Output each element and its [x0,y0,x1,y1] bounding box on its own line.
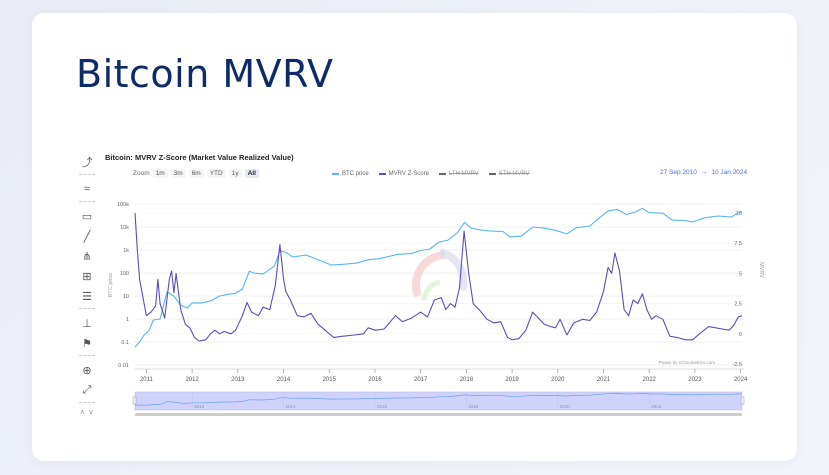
x-tick-label: 2014 [277,377,291,383]
toolbar-separator [79,308,95,309]
x-tick-label: 2024 [734,377,748,383]
range-button-all[interactable]: All [244,169,259,178]
x-tick-label: 2011 [140,377,154,383]
navigator-handle-left[interactable] [132,396,137,405]
navigator-handle-right[interactable] [740,396,745,405]
watermark-logo [411,251,446,298]
navigator-tick-label: 2018 [468,404,479,409]
fullscreen-icon[interactable]: ⤢ [82,383,92,396]
y-left-axis-label: BTC price [108,273,114,297]
legend-swatch-btc [332,173,339,175]
line-icon[interactable]: ╱ [83,230,91,243]
range-button-1y[interactable]: 1y [228,169,242,178]
navigator-tick-label: 2014 [286,404,297,409]
y-right-tick-label: -2.5 [733,362,742,368]
date-range: 27 Sep 2010 → 10 Jan 2024 [660,169,747,176]
x-tick-label: 2019 [505,377,519,383]
x-tick-label: 2017 [414,377,428,383]
indicator-icon[interactable]: ⤴ [81,157,93,169]
fibonacci-icon[interactable]: ☰ [82,290,92,303]
y-right-tick-label: 5 [739,271,742,277]
y-left-tick-label: 0.01 [118,363,129,369]
y-left-tick-label: 10k [120,225,129,231]
legend-label: LTH MVRV [448,171,479,177]
legend-swatch-lth [438,173,446,175]
x-tick-label: 2016 [368,377,382,383]
scroll-up-icon[interactable]: ˄ [80,408,85,417]
watermark-logo [438,248,468,292]
scroll-down-icon[interactable]: ˅ [88,408,94,417]
navigator-tick-label: 2016 [377,404,388,409]
compare-icon[interactable]: ≈ [83,183,91,195]
zoom-icon[interactable]: ⊕ [82,364,92,377]
x-tick-label: 2023 [688,377,702,383]
toolbar-separator [79,201,95,202]
legend-label: MVRV Z-Score [388,171,429,177]
watermark-logo [421,279,441,301]
legend-label: STH MVRV [498,171,530,177]
legend-sth-mvrv[interactable]: STH MVRV [488,171,530,177]
chart-legend: BTC price MVRV Z-Score LTH MVRV STH MVRV [332,171,530,177]
y-right-tick-label: 2.5 [734,302,742,308]
navigator-tick-label: 2012 [194,404,205,409]
y-left-tick-label: 0.1 [121,340,129,346]
date-arrow: → [700,169,708,176]
page-title: Bitcoin MVRV [76,52,334,96]
series-btc-price [134,207,743,348]
x-tick-label: 2015 [323,377,337,383]
date-from-input[interactable]: 27 Sep 2010 [660,169,697,176]
navigator-scrollbar[interactable] [135,413,742,416]
annotation-icon[interactable]: ▭ [81,210,93,223]
legend-lth-mvrv[interactable]: LTH MVRV [438,171,479,177]
chart-title: Bitcoin: MVRV Z-Score (Market Value Real… [105,153,294,162]
y-left-tick-label: 1k [123,248,129,254]
legend-label: BTC price [342,171,369,177]
x-tick-label: 2013 [231,377,245,383]
legend-mvrv-z[interactable]: MVRV Z-Score [378,171,429,177]
zoom-label: Zoom [133,170,150,177]
navigator-tick-label: 2022 [651,404,662,409]
range-button-1m[interactable]: 1m [152,169,168,178]
y-left-tick-label: 100k [117,202,129,208]
range-button-6m[interactable]: 6m [188,169,204,178]
y-right-tick-label: 0 [739,332,742,338]
legend-swatch-mvrv [378,173,386,175]
series-mvrv-z-score [134,212,743,342]
range-selector: Zoom 1m 3m 6m YTD 1y All [133,169,259,178]
navigator-series [135,393,743,406]
chart-toolbar: ⤴ ≈ ▭ ╱ ⋔ ⊞ ☰ ⊥ ⚑ ⊕ ⤢ ˄ ˅ [78,153,98,417]
x-tick-label: 2012 [185,377,199,383]
y-right-tick-label: 7.5 [734,241,742,247]
legend-swatch-sth [488,173,496,175]
toolbar-separator [79,174,95,175]
y-left-tick-label: 100 [120,271,129,277]
y-right-tick-label: 10 [736,211,742,217]
range-button-ytd[interactable]: YTD [206,169,226,178]
x-tick-label: 2020 [551,377,565,383]
toolbar-separator [79,402,95,403]
flag-icon[interactable]: ⚑ [82,337,92,350]
y-left-tick-label: 10 [123,294,129,300]
vertical-line-icon[interactable]: ⊥ [82,317,92,330]
y-left-tick-label: 1 [126,317,129,323]
x-tick-label: 2021 [597,377,611,383]
toolbar-separator [79,355,95,356]
x-tick-label: 2018 [460,377,474,383]
content-card [32,13,797,461]
chart-credits: Power by GGeometrics.com [659,360,716,365]
legend-btc-price[interactable]: BTC price [332,171,369,177]
date-to-input[interactable]: 10 Jan 2024 [711,169,748,176]
x-tick-label: 2022 [643,377,657,383]
pitchfork-icon[interactable]: ⋔ [82,250,92,263]
navigator-tick-label: 2020 [560,404,571,409]
y-right-axis-label: MVRV [758,262,764,278]
grid-icon[interactable]: ⊞ [82,270,92,283]
range-button-3m[interactable]: 3m [170,169,186,178]
